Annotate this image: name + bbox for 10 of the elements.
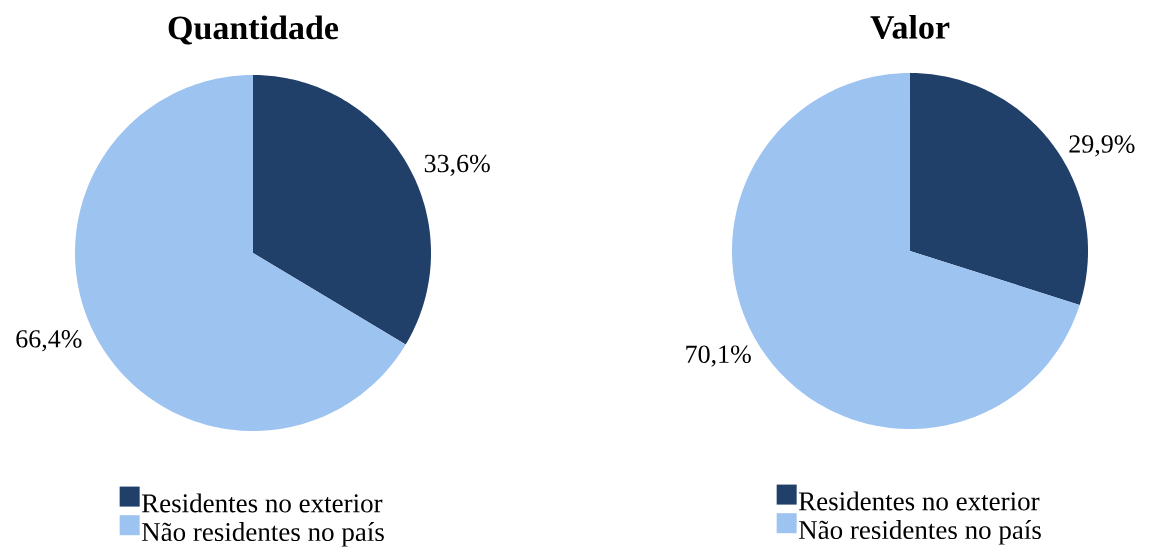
chart-title: Valor [870,14,950,40]
data-label: 29,9% [1069,135,1135,157]
legend-label: Não residentes no país [141,522,384,547]
legend-label: Não residentes no país [798,520,1041,545]
legend-label: Residentes no exterior [141,493,383,513]
data-label: 33,6% [424,154,490,176]
chart-title: Quantidade [168,15,339,45]
legend-label: Residentes no exterior [798,491,1040,511]
data-label: 70,1% [686,345,751,367]
data-label: 66,4% [16,330,82,352]
